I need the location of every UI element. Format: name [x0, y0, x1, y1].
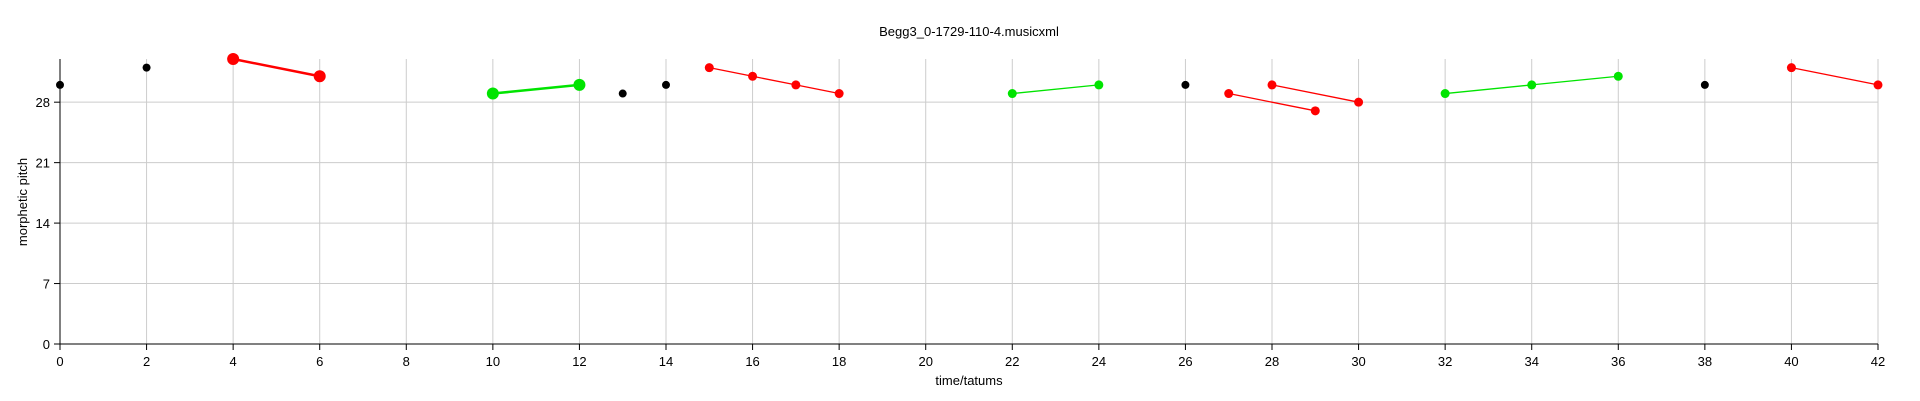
red-point: [1310, 106, 1320, 116]
red-point: [227, 53, 240, 65]
green-point: [1094, 80, 1104, 90]
green-point: [1527, 80, 1537, 90]
x-tick-label: 22: [1005, 354, 1019, 369]
x-tick-label: 36: [1611, 354, 1625, 369]
x-tick-label: 6: [316, 354, 323, 369]
x-tick-label: 42: [1871, 354, 1885, 369]
red-point: [1786, 63, 1796, 73]
black-point: [142, 63, 151, 72]
series-segment: [1791, 66, 1879, 86]
red-point: [834, 89, 844, 99]
series-segment: [709, 66, 753, 77]
y-tick-label: 7: [43, 277, 50, 292]
ticks: 0 2 4 6 8 10 12 14 16 18 20 22 24 26 28 30 32 34 36 38 40 420…: [36, 95, 1886, 369]
black-point: [662, 80, 670, 89]
series-segment: [752, 75, 796, 86]
x-tick-label: 14: [659, 354, 673, 369]
y-tick-label: 14: [36, 216, 50, 231]
green-point: [486, 87, 499, 100]
green-point: [1613, 71, 1623, 81]
series-segment: [1012, 84, 1099, 95]
x-tick-label: 32: [1438, 354, 1452, 369]
red-point: [748, 71, 758, 81]
y-tick-label: 0: [43, 337, 50, 352]
series-segment: [795, 84, 840, 95]
x-tick-label: 40: [1784, 354, 1798, 369]
x-tick-label: 12: [572, 354, 586, 369]
red-point: [1224, 89, 1234, 99]
y-tick-label: 21: [36, 156, 50, 171]
black-point: [1181, 80, 1190, 89]
y-axis-label: morphetic pitch: [15, 158, 30, 246]
black-point: [1700, 80, 1709, 89]
black-point: [56, 80, 64, 89]
series-lines: [232, 57, 1879, 112]
x-tick-label: 28: [1265, 354, 1279, 369]
x-tick-label: 20: [918, 354, 932, 369]
x-tick-label: 4: [230, 354, 237, 369]
chart-title: Begg3_0-1729-110-4.musicxml: [879, 24, 1059, 39]
series-segment: [232, 57, 320, 78]
red-point: [1354, 97, 1364, 107]
x-tick-label: 26: [1178, 354, 1192, 369]
axes: [59, 59, 1878, 345]
green-point: [1440, 89, 1450, 99]
x-tick-label: 16: [745, 354, 759, 369]
data-points: [56, 53, 1883, 116]
series-segment: [1445, 84, 1532, 95]
green-point: [573, 78, 586, 91]
y-tick-label: 28: [36, 95, 50, 110]
x-tick-label: 10: [486, 354, 500, 369]
x-tick-label: 18: [832, 354, 846, 369]
x-tick-label: 8: [403, 354, 410, 369]
series-segment: [492, 83, 580, 95]
series-segment: [1271, 84, 1359, 103]
red-point: [704, 63, 714, 73]
x-tick-label: 34: [1524, 354, 1538, 369]
red-point: [1267, 80, 1277, 90]
red-point: [791, 80, 801, 90]
red-point: [313, 70, 326, 83]
x-tick-label: 0: [56, 354, 63, 369]
green-point: [1007, 89, 1017, 99]
series-segment: [1531, 75, 1619, 86]
x-tick-label: 24: [1092, 354, 1106, 369]
x-tick-label: 2: [143, 354, 150, 369]
red-point: [1873, 80, 1883, 90]
grid: [60, 59, 1879, 344]
x-tick-label: 38: [1698, 354, 1712, 369]
black-point: [618, 89, 627, 98]
series-segment: [1228, 92, 1316, 112]
x-tick-label: 30: [1351, 354, 1365, 369]
x-axis-label: time/tatums: [935, 373, 1003, 388]
